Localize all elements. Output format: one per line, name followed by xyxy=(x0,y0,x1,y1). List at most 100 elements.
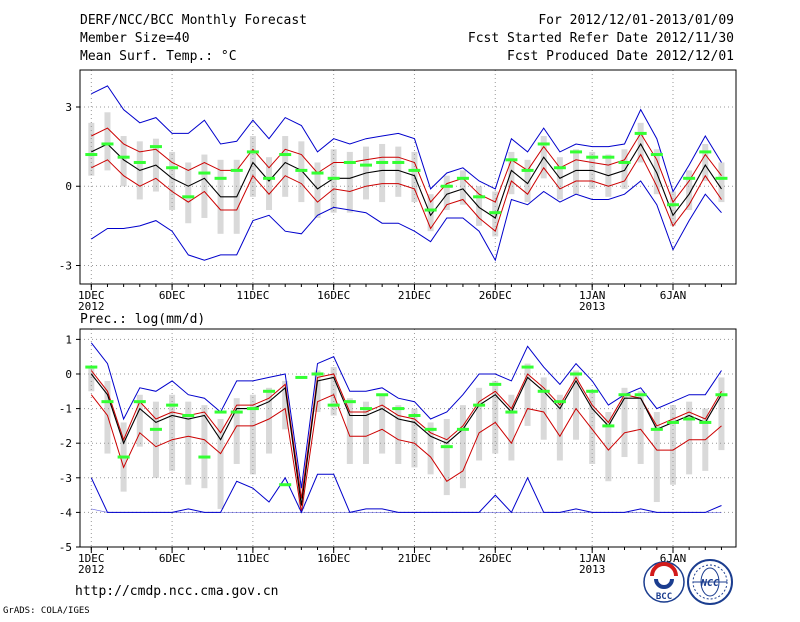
observed-marker xyxy=(699,420,712,424)
observed-marker xyxy=(198,171,211,175)
observed-marker xyxy=(230,410,243,414)
spread-box xyxy=(686,170,693,211)
spread-box xyxy=(169,394,176,471)
y-tick-label: -5 xyxy=(59,541,72,554)
spread-box xyxy=(427,194,434,232)
observed-marker xyxy=(359,407,372,411)
observed-marker xyxy=(182,195,195,199)
spread-box xyxy=(282,380,289,430)
observed-marker xyxy=(376,393,389,397)
observed-marker xyxy=(634,393,647,397)
spread-box xyxy=(88,122,95,176)
observed-marker xyxy=(408,414,421,418)
observed-marker xyxy=(279,483,292,487)
spread-box xyxy=(621,149,628,189)
observed-marker xyxy=(263,389,276,393)
observed-marker xyxy=(117,155,130,159)
footer-url[interactable]: http://cmdp.ncc.cma.gov.cn xyxy=(75,584,279,599)
y-tick-label: 0 xyxy=(65,368,72,381)
y-tick-label: 1 xyxy=(65,333,72,346)
spread-box xyxy=(330,149,337,213)
observed-marker xyxy=(392,160,405,164)
spread-box xyxy=(314,370,321,413)
spread-box xyxy=(104,112,111,171)
spread-box xyxy=(718,377,725,451)
spread-box xyxy=(379,394,386,454)
produced-date: Fcst Produced Date 2012/12/01 xyxy=(507,49,734,64)
spread-box xyxy=(540,377,547,440)
observed-marker xyxy=(553,166,566,170)
x-tick-label: 1JAN xyxy=(579,289,606,302)
observed-marker xyxy=(230,168,243,172)
observed-marker xyxy=(489,382,502,386)
spread-box xyxy=(653,412,660,503)
spread-box xyxy=(427,422,434,475)
observed-marker xyxy=(699,150,712,154)
y-tick-label: -3 xyxy=(59,472,72,485)
spread-box xyxy=(217,418,224,509)
observed-marker xyxy=(456,176,469,180)
spread-box xyxy=(556,394,563,461)
series-line-mean xyxy=(91,142,722,219)
observed-marker xyxy=(570,372,583,376)
spread-box xyxy=(266,157,273,211)
spread-box xyxy=(459,170,466,205)
observed-marker xyxy=(505,158,518,162)
x-tick-label: 2012 xyxy=(78,563,105,576)
observed-marker xyxy=(101,400,114,404)
spread-box xyxy=(379,143,386,203)
observed-marker xyxy=(85,153,98,157)
observed-marker xyxy=(666,420,679,424)
observed-marker xyxy=(440,445,453,449)
spread-box xyxy=(702,143,709,181)
spread-box xyxy=(459,405,466,489)
observed-marker xyxy=(473,195,486,199)
spread-box xyxy=(201,405,208,489)
observed-marker xyxy=(424,208,437,212)
spread-box xyxy=(524,159,531,203)
observed-marker xyxy=(537,142,550,146)
observed-marker xyxy=(85,365,98,369)
observed-marker xyxy=(295,375,308,379)
spread-box xyxy=(637,391,644,464)
x-tick-label: 1DEC xyxy=(78,552,105,565)
spread-box xyxy=(330,367,337,416)
observed-marker xyxy=(149,145,162,149)
y-tick-label: 0 xyxy=(65,180,72,193)
grads-credit: GrADS: COLA/IGES xyxy=(3,606,90,616)
observed-marker xyxy=(456,427,469,431)
spread-box xyxy=(395,405,402,464)
x-tick-label: 21DEC xyxy=(398,552,431,565)
spread-box xyxy=(605,412,612,482)
x-tick-label: 26DEC xyxy=(479,289,512,302)
spread-box xyxy=(686,401,693,475)
x-tick-label: 2013 xyxy=(579,300,606,313)
observed-marker xyxy=(440,184,453,188)
observed-marker xyxy=(198,455,211,459)
x-tick-label: 6DEC xyxy=(159,289,186,302)
series-line-mean xyxy=(90,373,722,506)
observed-marker xyxy=(311,171,324,175)
member-size: Member Size=40 xyxy=(80,31,190,46)
observed-marker xyxy=(392,407,405,411)
observed-marker xyxy=(650,427,663,431)
y-tick-label: -4 xyxy=(59,506,73,519)
variable-1-label: Mean Surf. Temp.: °C xyxy=(80,49,237,64)
y-tick-label: -3 xyxy=(59,260,72,273)
observed-marker xyxy=(586,389,599,393)
x-tick-label: 6DEC xyxy=(159,552,186,565)
observed-marker xyxy=(246,150,259,154)
series-line-max xyxy=(90,342,722,489)
observed-marker xyxy=(376,160,389,164)
bcc-logo-text: BCC xyxy=(656,592,672,602)
observed-marker xyxy=(570,150,583,154)
x-tick-label: 2012 xyxy=(78,300,105,313)
spread-box xyxy=(524,363,531,426)
observed-marker xyxy=(715,393,728,397)
chart-title: DERF/NCC/BCC Monthly Forecast xyxy=(80,13,307,28)
spread-box xyxy=(589,391,596,464)
observed-marker xyxy=(327,176,340,180)
spread-box xyxy=(169,151,176,211)
